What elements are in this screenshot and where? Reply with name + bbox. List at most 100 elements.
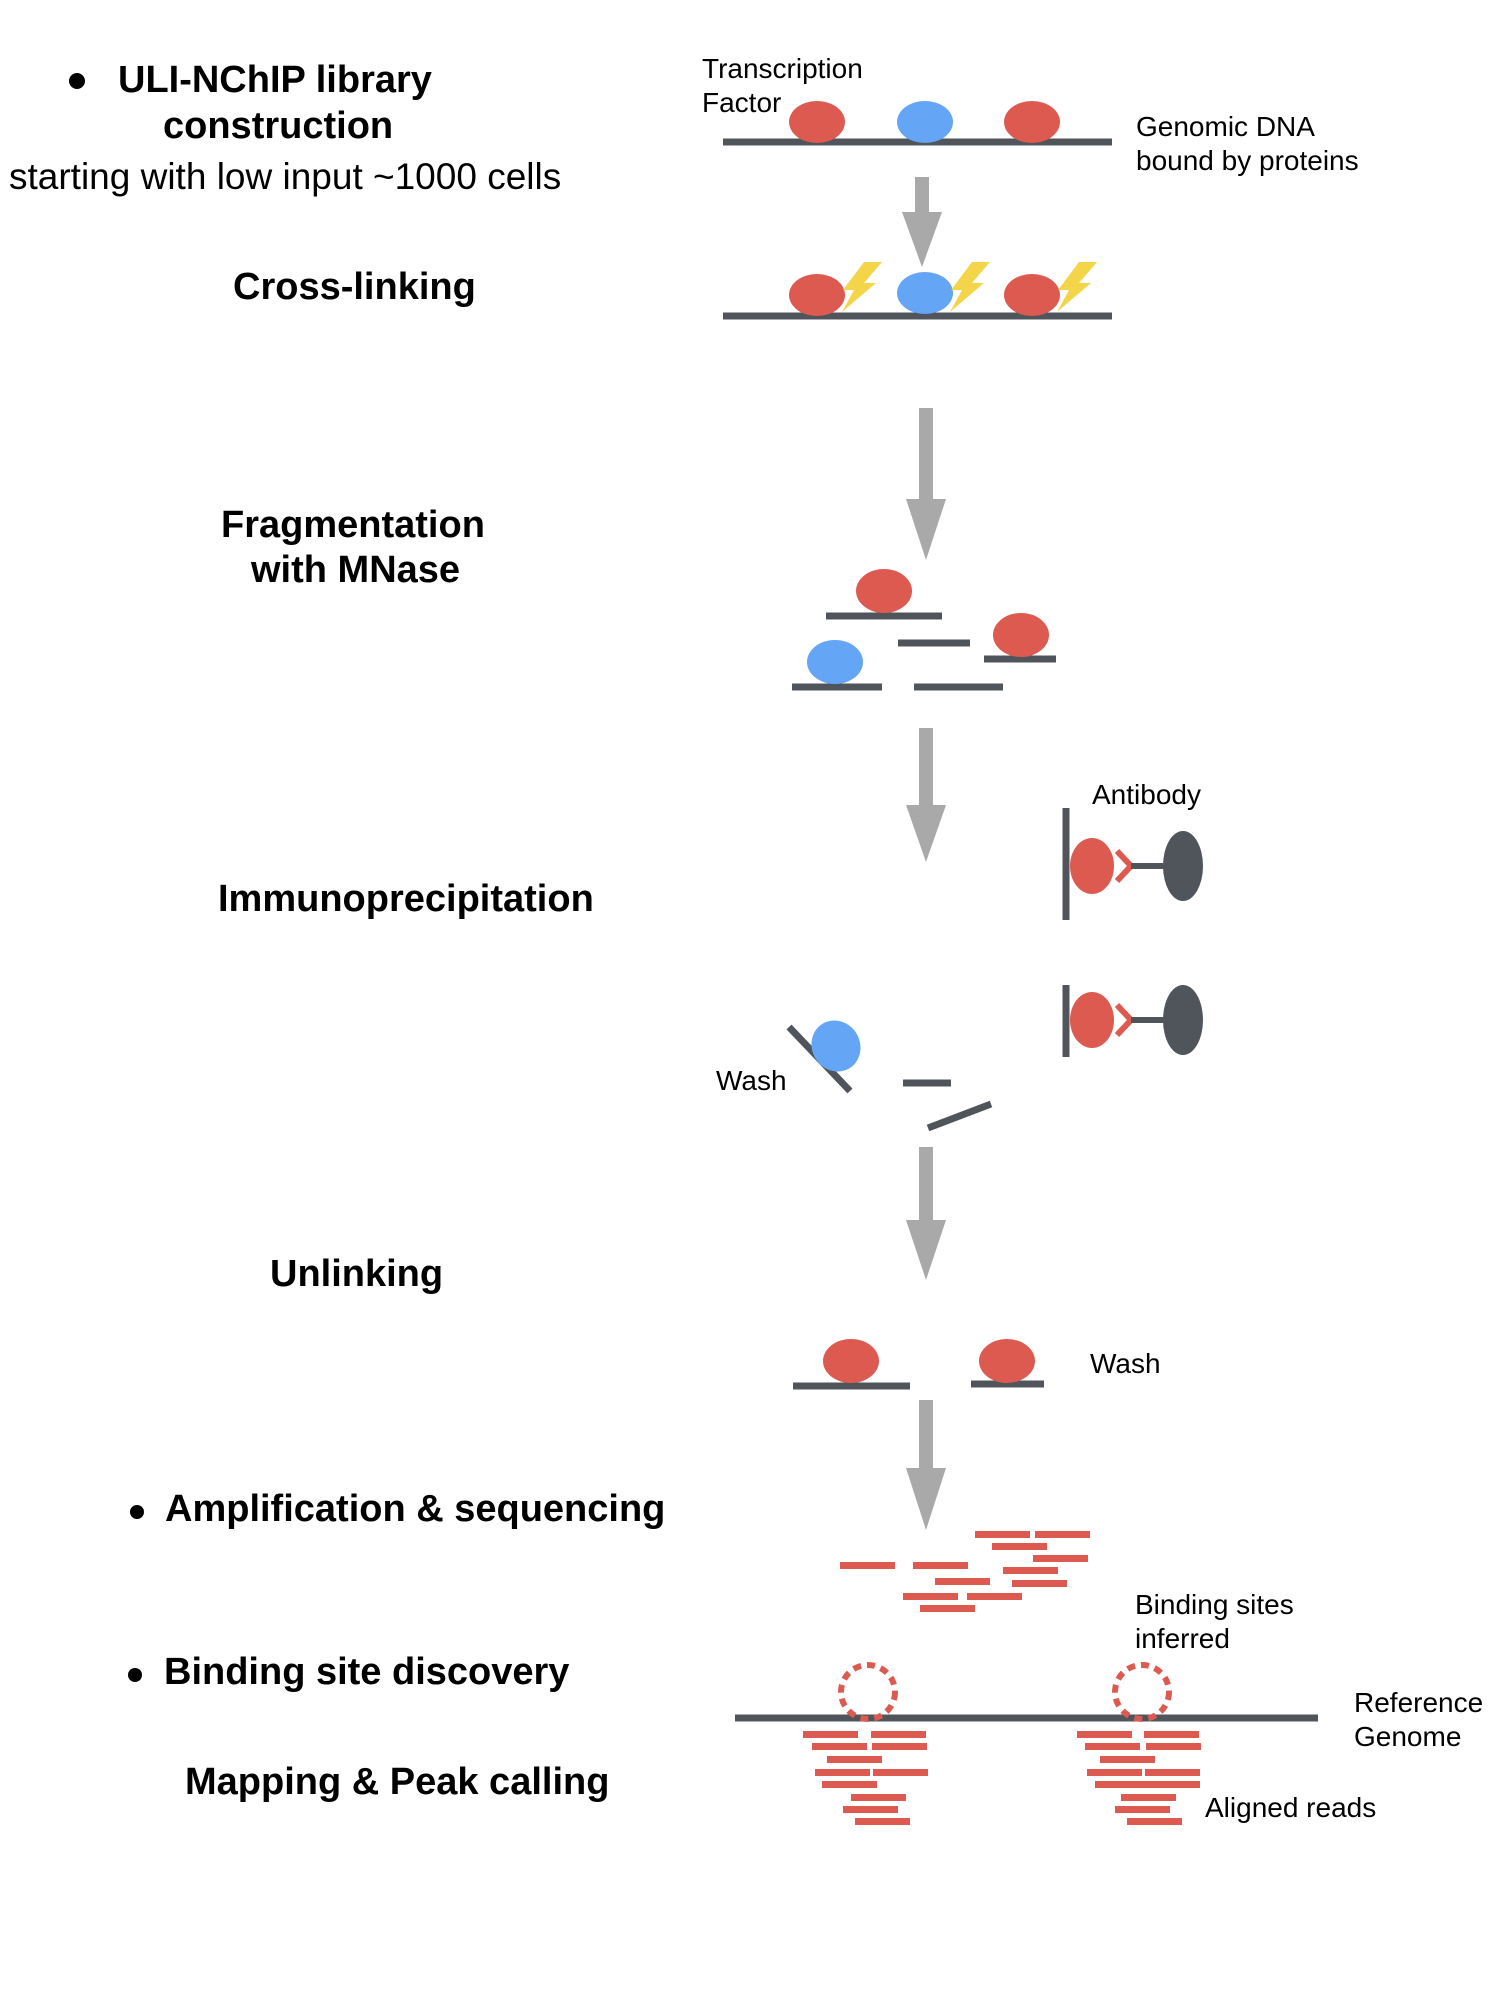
bullet-dot-icon: [130, 1505, 144, 1519]
sequencing-read: [1035, 1531, 1090, 1538]
step-fragmentation-line2: with MNase: [251, 549, 461, 591]
protein-ellipse-icon: [856, 569, 912, 613]
sequencing-read: [935, 1578, 990, 1585]
antibody-bead: [1163, 985, 1203, 1055]
lightning-bolt-icon: [1057, 262, 1097, 312]
aligned-read: [1087, 1769, 1142, 1776]
protein-ellipse-icon: [897, 101, 953, 143]
aligned-read: [815, 1769, 870, 1776]
aligned-read: [1100, 1756, 1155, 1763]
bullet-dot-icon: [128, 1668, 142, 1682]
aligned-reads-label: Aligned reads: [1205, 1792, 1377, 1823]
step-unlinking: Unlinking: [270, 1253, 444, 1295]
wash-label-unlink: Wash: [1090, 1348, 1161, 1379]
protein-ellipse-icon: [1004, 274, 1060, 316]
down-arrow-icon: [906, 1400, 946, 1530]
tf-label-line1: Transcription: [702, 53, 863, 84]
aligned-read: [1146, 1743, 1201, 1750]
antibody-complex-bottom: [1062, 985, 1203, 1057]
binding-label-line2: inferred: [1135, 1623, 1230, 1654]
dotted-circle-icon: [1112, 1662, 1172, 1722]
step-immunoprecipitation: Immunoprecipitation: [218, 878, 594, 920]
aligned-read: [1095, 1781, 1150, 1788]
tf-label-line2: Factor: [702, 87, 782, 118]
aligned-read: [822, 1781, 877, 1788]
step-amplification: Amplification & sequencing: [165, 1488, 666, 1530]
reference-label-line2: Genome: [1354, 1721, 1462, 1752]
aligned-reads-left: [803, 1731, 928, 1825]
protein-ellipse-icon: [993, 613, 1049, 657]
protein-ellipse-icon: [789, 101, 845, 143]
protein-ellipse-icon: [897, 272, 953, 314]
subtitle: starting with low input ~1000 cells: [9, 156, 562, 197]
sequencing-read: [1012, 1580, 1067, 1587]
step-mapping: Mapping & Peak calling: [185, 1761, 610, 1803]
aligned-read: [873, 1769, 928, 1776]
aligned-read: [1144, 1731, 1199, 1738]
antibody-label: Antibody: [1092, 779, 1201, 810]
down-arrow-icon: [902, 177, 942, 267]
protein-ellipse-icon: [807, 640, 863, 684]
protein-ellipse-icon: [979, 1339, 1035, 1383]
sequencing-read: [975, 1531, 1030, 1538]
protein-ellipse-icon: [1004, 101, 1060, 143]
protein-ellipse-icon: [1070, 992, 1114, 1048]
step-discovery: Binding site discovery: [164, 1651, 570, 1693]
antibody-bead: [1163, 831, 1203, 901]
dna-fragment: [926, 1100, 993, 1132]
aligned-read: [1127, 1818, 1182, 1825]
antibody-y-icon: [1114, 1002, 1136, 1038]
aligned-read: [812, 1743, 867, 1750]
aligned-read: [851, 1794, 906, 1801]
aligned-read: [872, 1743, 927, 1750]
sequencing-reads-group: [840, 1531, 1090, 1612]
aligned-read: [1145, 1781, 1200, 1788]
protein-ellipse-icon: [811, 1020, 861, 1072]
down-arrow-icon: [906, 728, 946, 862]
sequencing-read: [1003, 1567, 1058, 1574]
dna-label-line1: Genomic DNA: [1136, 111, 1315, 142]
bullet-dot-icon: [69, 73, 85, 89]
aligned-read: [1077, 1731, 1132, 1738]
aligned-read: [803, 1731, 858, 1738]
sequencing-read: [903, 1593, 958, 1600]
protein-ellipse-icon: [789, 274, 845, 316]
sequencing-read: [913, 1562, 968, 1569]
binding-label-line1: Binding sites: [1135, 1589, 1294, 1620]
sequencing-read: [840, 1562, 895, 1569]
aligned-read: [1115, 1806, 1170, 1813]
aligned-read: [843, 1806, 898, 1813]
sequencing-read: [992, 1543, 1047, 1550]
wash-label-ip: Wash: [716, 1065, 787, 1096]
washed-away-group: [786, 1020, 993, 1132]
protein-ellipse-icon: [823, 1339, 879, 1383]
lightning-bolt-icon: [842, 262, 882, 312]
reference-label-line1: Reference: [1354, 1687, 1484, 1718]
dna-label-line2: bound by proteins: [1136, 145, 1359, 176]
step-fragmentation-line1: Fragmentation: [221, 504, 485, 546]
down-arrow-icon: [906, 1147, 946, 1280]
aligned-read: [871, 1731, 926, 1738]
dotted-circle-icon: [838, 1662, 898, 1722]
sequencing-read: [1033, 1555, 1088, 1562]
aligned-read: [1121, 1794, 1176, 1801]
reference-genome-group: [735, 1662, 1318, 1722]
fragments-group: [792, 569, 1056, 691]
aligned-read: [1145, 1769, 1200, 1776]
aligned-read: [827, 1756, 882, 1763]
title-line2: construction: [163, 105, 394, 147]
antibody-complex-top: [1062, 808, 1203, 920]
antibody-y-icon: [1114, 848, 1136, 884]
lightning-bolt-icon: [950, 262, 990, 312]
title-line1: ULI-NChIP library: [118, 59, 432, 101]
aligned-reads-right: [1077, 1731, 1201, 1825]
crosslinked-dna-group: [723, 262, 1112, 320]
aligned-read: [1085, 1743, 1140, 1750]
genomic-dna-group: [723, 101, 1112, 146]
step-crosslinking: Cross-linking: [233, 266, 476, 308]
sequencing-read: [967, 1593, 1022, 1600]
protein-ellipse-icon: [1070, 838, 1114, 894]
unlinked-group: [793, 1339, 1044, 1390]
